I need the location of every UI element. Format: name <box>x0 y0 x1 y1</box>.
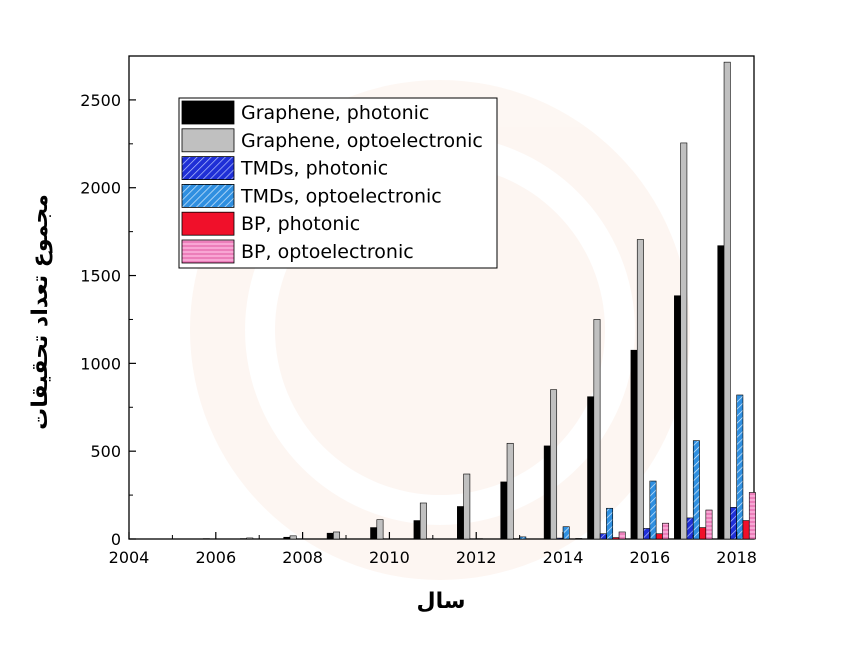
bar-graphene-optoelectronic-2008 <box>289 535 297 540</box>
bar-graphene-photonic-2009 <box>326 532 334 540</box>
y-axis: 0 500 1000 1500 2000 2500 <box>80 91 136 549</box>
bar-tmds-photonic-2018 <box>730 507 737 540</box>
y-tick-label: 2500 <box>80 91 121 110</box>
bar-bp-optoelectronic-2015 <box>618 531 626 540</box>
legend-swatch <box>181 128 235 153</box>
y-tick-label: 1500 <box>80 267 121 286</box>
x-axis: 2004 2006 2008 2010 2012 2014 2016 2018 <box>109 532 757 567</box>
bar-bp-optoelectronic-2018 <box>748 492 756 540</box>
bar-bp-optoelectronic-2017 <box>705 509 713 540</box>
bar-graphene-optoelectronic-2017 <box>680 142 688 540</box>
x-tick-label: 2008 <box>282 548 323 567</box>
y-axis-label: مجموع تعداد تحقیقات <box>28 194 53 430</box>
plot-frame <box>128 55 755 540</box>
bar-tmds-optoelectronic-2014 <box>562 526 570 540</box>
legend-label: Graphene, optoelectronic <box>241 130 483 152</box>
legend-label: Graphene, photonic <box>241 102 429 124</box>
bar-bp-optoelectronic-2014 <box>575 538 583 540</box>
bar-graphene-photonic-2015 <box>587 396 595 540</box>
bar-tmds-photonic-2015 <box>599 533 607 540</box>
x-tick-label: 2012 <box>456 548 497 567</box>
bar-graphene-photonic-2016 <box>630 349 638 540</box>
y-tick-label: 2000 <box>80 179 121 198</box>
legend-swatch <box>181 156 235 181</box>
legend-swatch <box>181 211 235 236</box>
x-tick-label: 2014 <box>543 548 584 567</box>
bar-tmds-optoelectronic-2015 <box>606 507 614 540</box>
legend-label: TMDs, optoelectronic <box>240 185 442 207</box>
bar-tmds-optoelectronic-2018 <box>736 394 744 540</box>
legend-label: BP, photonic <box>241 213 360 235</box>
legend-label: BP, optoelectronic <box>241 241 414 263</box>
bar-graphene-photonic-2017 <box>674 295 681 540</box>
bar-graphene-optoelectronic-2014 <box>550 389 558 540</box>
bar-graphene-photonic-2010 <box>370 527 378 540</box>
x-tick-label: 2004 <box>109 548 150 567</box>
bar-bp-photonic-2017 <box>699 527 707 540</box>
x-axis-label: سال <box>417 589 466 614</box>
bar-graphene-optoelectronic-2011 <box>419 502 427 540</box>
x-tick-label: 2006 <box>195 548 236 567</box>
bar-graphene-optoelectronic-2015 <box>593 319 601 540</box>
bar-graphene-photonic-2012 <box>457 506 464 540</box>
y-tick-label: 0 <box>111 530 121 549</box>
bar-tmds-photonic-2017 <box>686 517 694 540</box>
bar-graphene-photonic-2018 <box>717 245 725 540</box>
bar-graphene-optoelectronic-2013 <box>506 442 514 540</box>
bar-tmds-optoelectronic-2017 <box>692 440 700 540</box>
legend-swatch <box>181 183 235 208</box>
bar-graphene-photonic-2014 <box>543 445 551 540</box>
bar-graphene-optoelectronic-2016 <box>636 239 644 540</box>
x-tick-label: 2018 <box>716 548 757 567</box>
bar-graphene-optoelectronic-2009 <box>333 531 341 540</box>
bar-tmds-optoelectronic-2016 <box>649 480 657 540</box>
bar-bp-optoelectronic-2016 <box>662 522 670 540</box>
bar-graphene-optoelectronic-2018 <box>723 61 731 540</box>
y-tick-label: 1000 <box>80 354 121 373</box>
x-tick-label: 2010 <box>369 548 410 567</box>
bar-graphene-photonic-2008 <box>283 536 291 540</box>
legend: Graphene, photonic Graphene, optoelectron… <box>178 97 498 269</box>
bar-graphene-optoelectronic-2007 <box>246 537 254 540</box>
bar-tmds-optoelectronic-2013 <box>519 536 527 540</box>
bars-layer <box>159 61 756 540</box>
bar-bp-photonic-2015 <box>612 537 620 540</box>
bar-graphene-optoelectronic-2010 <box>376 519 384 540</box>
legend-swatch <box>181 100 235 125</box>
y-tick-label: 500 <box>90 442 121 461</box>
x-tick-label: 2016 <box>629 548 670 567</box>
bar-graphene-optoelectronic-2012 <box>463 473 471 540</box>
bar-graphene-photonic-2011 <box>413 520 421 540</box>
bar-bp-photonic-2016 <box>655 533 663 540</box>
bar-graphene-photonic-2013 <box>500 481 508 540</box>
bar-tmds-photonic-2014 <box>556 537 564 540</box>
legend-label: TMDs, photonic <box>240 158 388 180</box>
legend-swatch <box>181 239 235 264</box>
bar-tmds-photonic-2016 <box>643 528 651 540</box>
bar-bp-photonic-2018 <box>742 520 750 540</box>
